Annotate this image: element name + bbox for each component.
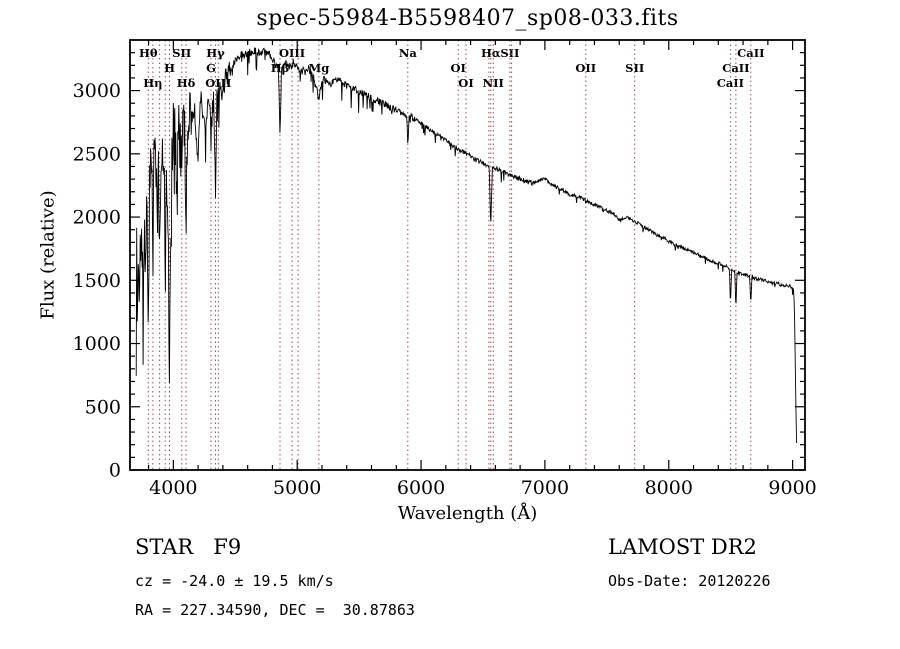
line-label: OIII xyxy=(279,46,305,60)
line-label: NII xyxy=(483,76,504,90)
line-label: OI xyxy=(450,61,465,75)
line-label: CaII xyxy=(722,61,749,75)
line-label: CaII xyxy=(717,76,744,90)
x-tick-label: 7000 xyxy=(521,477,569,499)
line-label: Mg xyxy=(309,61,330,75)
y-tick-label: 0 xyxy=(109,460,121,482)
y-tick-label: 1000 xyxy=(73,333,121,355)
line-label: OII xyxy=(575,61,596,75)
obs-date-text: Obs-Date: 20120226 xyxy=(608,572,771,590)
object-class-text: STAR F9 xyxy=(135,535,242,559)
spectrum-plot: HθHηHSIIHδGHγOIIIHβOIIIMgNaOIOIHαNIISIIO… xyxy=(73,39,817,499)
line-label: CaII xyxy=(737,46,764,60)
x-tick-label: 8000 xyxy=(645,477,693,499)
ra-dec-text: RA = 227.34590, DEC = 30.87863 xyxy=(135,601,415,619)
line-label: SII xyxy=(500,46,519,60)
line-label: H xyxy=(164,61,175,75)
y-tick-label: 500 xyxy=(85,396,121,418)
y-tick-label: 1500 xyxy=(73,270,121,292)
line-label: OI xyxy=(458,76,473,90)
plot-title: spec-55984-B5598407_sp08-033.fits xyxy=(256,6,679,31)
line-label: SII xyxy=(625,61,644,75)
plot-frame xyxy=(129,39,806,471)
line-label: Hβ xyxy=(271,61,290,75)
survey-text: LAMOST DR2 xyxy=(608,535,757,559)
x-tick-label: 6000 xyxy=(397,477,445,499)
spectrum-trace xyxy=(135,47,798,444)
y-tick-label: 2500 xyxy=(73,143,121,165)
spectral-line-markers: HθHηHSIIHδGHγOIIIHβOIIIMgNaOIOIHαNIISIIO… xyxy=(139,40,764,470)
line-label: Hθ xyxy=(139,46,158,60)
x-axis-label: Wavelength (Å) xyxy=(397,503,538,524)
y-tick-label: 3000 xyxy=(73,80,121,102)
x-tick-label: 4000 xyxy=(149,477,197,499)
line-label: Na xyxy=(399,46,418,60)
x-tick-label: 5000 xyxy=(273,477,321,499)
line-label: Hδ xyxy=(177,76,196,90)
line-label: Hη xyxy=(143,76,162,90)
line-label: SII xyxy=(172,46,191,60)
line-label: Hα xyxy=(481,46,501,60)
x-tick-label: 9000 xyxy=(768,477,816,499)
cz-text: cz = -24.0 ± 19.5 km/s xyxy=(135,572,334,590)
line-label: Hγ xyxy=(206,46,225,60)
y-axis-label: Flux (relative) xyxy=(37,190,59,320)
axis-ticks xyxy=(130,40,805,471)
line-label: G xyxy=(206,61,216,75)
y-tick-label: 2000 xyxy=(73,207,121,229)
